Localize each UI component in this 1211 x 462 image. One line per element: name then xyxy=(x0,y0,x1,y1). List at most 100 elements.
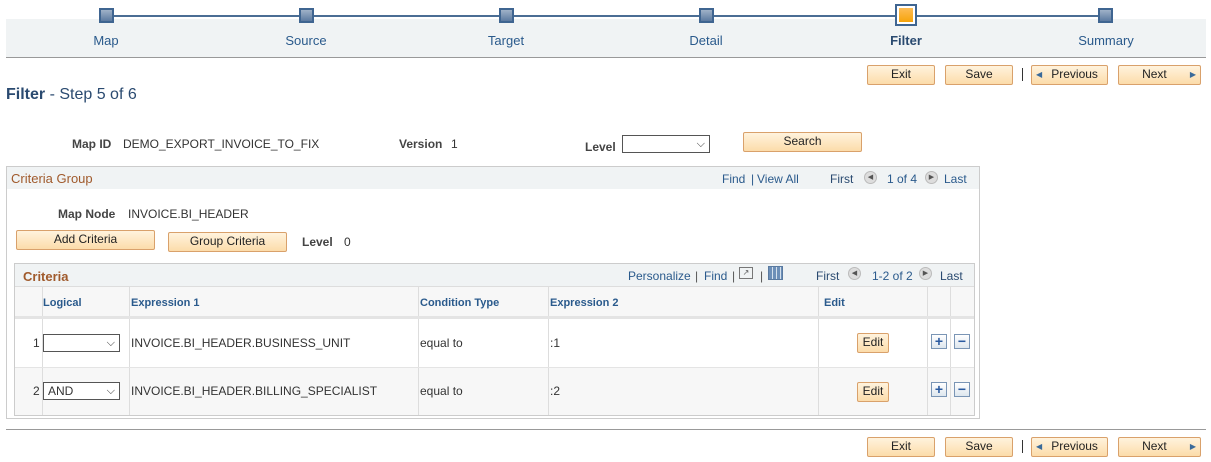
previous-label: Previous xyxy=(1051,67,1098,81)
row-count: 1 of 4 xyxy=(887,172,918,186)
criteria-last-link[interactable]: Last xyxy=(940,269,963,283)
chevron-down-icon: ⌵ xyxy=(106,385,115,397)
save-button[interactable]: Save xyxy=(945,65,1013,85)
next-row-icon[interactable]: ▶ xyxy=(925,171,938,184)
next-button[interactable]: Next ▶ xyxy=(1118,65,1201,85)
col-expression1: Expression 1 xyxy=(131,297,200,309)
expression2-cell: :1 xyxy=(550,336,561,350)
step-node-source[interactable] xyxy=(299,8,314,23)
next-arrow-icon: ▶ xyxy=(1189,70,1196,79)
group-level-label: Level xyxy=(302,235,333,249)
map-node-value: INVOICE.BI_HEADER xyxy=(128,207,249,221)
step-target[interactable]: Target xyxy=(487,33,525,48)
row-number: 2 xyxy=(33,384,40,398)
previous-arrow-icon: ◀ xyxy=(1036,70,1043,79)
previous-button-bottom[interactable]: ◀ Previous xyxy=(1031,437,1108,457)
logical-select[interactable]: ⌵ xyxy=(43,334,120,352)
level-label: Level xyxy=(585,140,616,154)
exit-button[interactable]: Exit xyxy=(867,65,935,85)
progress-line xyxy=(106,15,1106,17)
zoom-grid-icon[interactable]: ↗ xyxy=(739,267,753,279)
last-link[interactable]: Last xyxy=(944,172,967,186)
personalize-link[interactable]: Personalize xyxy=(628,269,691,283)
step-summary[interactable]: Summary xyxy=(1078,33,1134,48)
previous-label: Previous xyxy=(1051,439,1098,453)
exit-button-bottom[interactable]: Exit xyxy=(867,437,935,457)
step-map[interactable]: Map xyxy=(93,33,119,48)
previous-row-icon[interactable]: ◀ xyxy=(864,171,877,184)
step-node-detail[interactable] xyxy=(699,8,714,23)
step-node-target[interactable] xyxy=(499,8,514,23)
logical-value: AND xyxy=(48,384,74,398)
page-title: Filter - Step 5 of 6 xyxy=(6,86,137,104)
step-source[interactable]: Source xyxy=(285,33,327,48)
group-level-value: 0 xyxy=(344,235,351,249)
first-label[interactable]: First xyxy=(830,172,854,186)
step-node-summary[interactable] xyxy=(1098,8,1113,23)
link-separator: | xyxy=(732,269,736,283)
condition-type-cell: equal to xyxy=(420,384,463,398)
step-node-map[interactable] xyxy=(99,8,114,23)
criteria-first-label[interactable]: First xyxy=(816,269,840,283)
chevron-down-icon: ⌵ xyxy=(106,337,115,349)
delete-row-icon[interactable]: − xyxy=(954,382,970,397)
table-row: 1 ⌵ INVOICE.BI_HEADER.BUSINESS_UNIT equa… xyxy=(15,319,974,368)
version-label: Version xyxy=(399,137,443,151)
download-excel-icon[interactable] xyxy=(768,266,783,280)
criteria-find-link[interactable]: Find xyxy=(704,269,728,283)
criteria-title: Criteria xyxy=(23,269,69,284)
delete-row-icon[interactable]: − xyxy=(954,334,970,349)
version-value: 1 xyxy=(451,137,458,151)
map-node-label: Map Node xyxy=(58,207,116,221)
criteria-next-icon[interactable]: ▶ xyxy=(919,267,932,280)
add-criteria-button[interactable]: Add Criteria xyxy=(16,230,155,250)
previous-arrow-icon: ◀ xyxy=(1036,442,1043,451)
expression1-cell: INVOICE.BI_HEADER.BILLING_SPECIALIST xyxy=(131,384,378,398)
criteria-group-title: Criteria Group xyxy=(11,171,93,186)
toolbar-separator xyxy=(1022,68,1023,81)
edit-button[interactable]: Edit xyxy=(857,333,889,353)
page-title-main: Filter xyxy=(6,86,46,103)
step-node-filter xyxy=(895,4,917,26)
column-header-row: Logical Expression 1 Condition Type Expr… xyxy=(15,287,974,319)
next-arrow-icon: ▶ xyxy=(1189,442,1196,451)
previous-button[interactable]: ◀ Previous xyxy=(1031,65,1108,85)
chevron-down-icon: ⌵ xyxy=(696,138,705,150)
logical-select[interactable]: AND ⌵ xyxy=(43,382,120,400)
row-number: 1 xyxy=(33,336,40,350)
link-separator: | xyxy=(751,172,755,186)
criteria-row-count: 1-2 of 2 xyxy=(872,269,913,283)
step-filter: Filter xyxy=(890,33,922,48)
step-detail[interactable]: Detail xyxy=(689,33,723,48)
col-logical: Logical xyxy=(43,297,82,309)
toolbar-separator xyxy=(1022,440,1023,453)
table-row: 2 AND ⌵ INVOICE.BI_HEADER.BILLING_SPECIAL… xyxy=(15,368,974,415)
criteria-group-find-link[interactable]: Find xyxy=(722,172,746,186)
next-label: Next xyxy=(1142,439,1167,453)
save-button-bottom[interactable]: Save xyxy=(945,437,1013,457)
link-separator: | xyxy=(760,269,764,283)
criteria-previous-icon[interactable]: ◀ xyxy=(848,267,861,280)
col-edit: Edit xyxy=(824,297,845,309)
page-title-step: - Step 5 of 6 xyxy=(49,86,137,103)
criteria-group-box: Criteria Group Find | View All First ◀ 1… xyxy=(6,166,980,419)
condition-type-cell: equal to xyxy=(420,336,463,350)
next-button-bottom[interactable]: Next ▶ xyxy=(1118,437,1201,457)
next-label: Next xyxy=(1142,67,1167,81)
bottom-divider xyxy=(6,429,1206,430)
criteria-grid-header xyxy=(15,264,974,287)
view-all-link[interactable]: View All xyxy=(757,172,799,186)
criteria-grid: Criteria Personalize | Find | ↗ | First … xyxy=(14,263,975,416)
edit-button[interactable]: Edit xyxy=(857,382,889,402)
add-row-icon[interactable]: + xyxy=(931,334,947,349)
group-criteria-button[interactable]: Group Criteria xyxy=(168,232,287,252)
map-id-label: Map ID xyxy=(72,137,112,151)
search-button[interactable]: Search xyxy=(743,132,862,152)
level-select[interactable]: ⌵ xyxy=(622,135,710,153)
expression2-cell: :2 xyxy=(550,384,561,398)
expression1-cell: INVOICE.BI_HEADER.BUSINESS_UNIT xyxy=(131,336,351,350)
link-separator: | xyxy=(695,269,699,283)
add-row-icon[interactable]: + xyxy=(931,382,947,397)
col-expression2: Expression 2 xyxy=(550,297,619,309)
map-id-value: DEMO_EXPORT_INVOICE_TO_FIX xyxy=(123,137,320,151)
